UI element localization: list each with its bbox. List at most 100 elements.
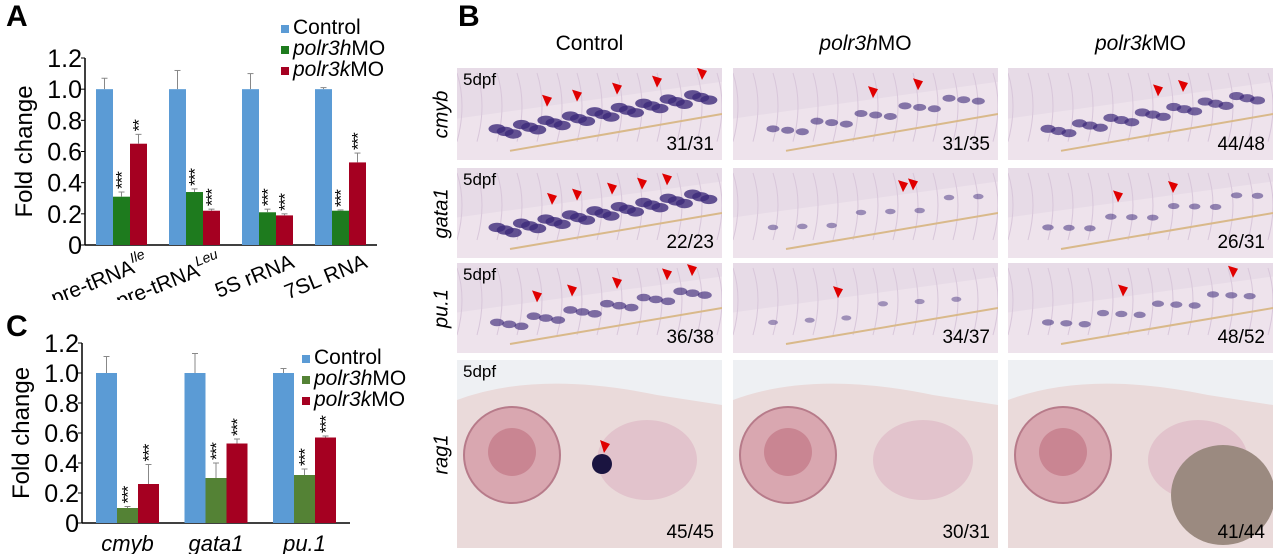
embryo-image <box>457 168 722 258</box>
red-arrowhead-icon <box>1168 180 1178 193</box>
legend-text: MO <box>371 388 405 411</box>
column-title-text: MO <box>1152 32 1187 55</box>
red-arrowhead-icon <box>542 94 552 107</box>
red-arrowhead-icon <box>662 268 672 281</box>
column-title-text: Control <box>555 32 624 55</box>
column-title: Control <box>457 32 722 56</box>
y-axis-label: Fold change <box>8 367 35 499</box>
red-arrowhead-icon <box>868 86 878 99</box>
y-tick-label: 1.2 <box>47 45 82 73</box>
significance-stars: *** <box>296 448 315 466</box>
legend-italic: polr3k <box>313 388 373 411</box>
significance-stars: *** <box>207 442 226 460</box>
significance-stars: *** <box>349 132 368 150</box>
x-tick-label: gata1 <box>188 531 243 554</box>
legend-swatch <box>302 376 310 384</box>
embryo-image <box>733 360 998 548</box>
y-tick-label: 1.0 <box>47 76 82 104</box>
significance-stars: *** <box>317 415 336 433</box>
legend-text: MO <box>351 37 385 60</box>
bar-polr3kMO <box>315 437 336 523</box>
significance-stars: *** <box>186 168 205 186</box>
legend-text: MO <box>350 58 384 81</box>
red-arrowhead-icon <box>572 188 582 201</box>
x-tick-label-sup: Ile <box>127 246 147 266</box>
legend-italic: polr3h <box>292 37 351 60</box>
in-situ-image: 48/52 <box>1008 263 1273 353</box>
bar-Control <box>242 89 259 246</box>
y-tick-label: 0.6 <box>47 139 82 167</box>
x-tick-label-sup: Leu <box>192 246 220 270</box>
in-situ-image: 34/37 <box>733 263 998 353</box>
embryo-count: 34/37 <box>942 327 990 348</box>
significance-stars: *** <box>228 418 247 436</box>
y-tick-label: 1.0 <box>44 360 79 388</box>
y-tick-label: 0.8 <box>47 107 82 135</box>
row-label-gata1: gata1 <box>430 188 453 239</box>
legend-italic: polr3h <box>313 367 372 390</box>
embryo-image <box>733 168 998 258</box>
bar-polr3kMO <box>349 162 366 245</box>
legend-swatch <box>281 25 289 33</box>
in-situ-image: 30/31 <box>733 360 998 548</box>
legend-entry: Control <box>314 346 382 369</box>
red-arrowhead-icon <box>637 177 647 190</box>
legend-italic: polr3k <box>292 58 352 81</box>
embryo-image <box>733 263 998 353</box>
red-arrowhead-icon <box>1118 284 1128 297</box>
bar-polr3kMO <box>203 210 220 245</box>
in-situ-image: 5dpf 36/38 <box>457 263 722 353</box>
embryo-image <box>1008 168 1273 258</box>
embryo-count: 22/23 <box>666 232 714 253</box>
embryo-image <box>1008 263 1273 353</box>
embryo-image <box>733 68 998 160</box>
y-tick-label: 0 <box>68 232 82 260</box>
significance-stars: *** <box>113 171 132 189</box>
x-tick-label: cmyb <box>101 531 154 554</box>
bar-polr3hMO <box>186 192 203 245</box>
bar-polr3hMO <box>205 478 227 523</box>
row-label-cmyb: cmyb <box>430 90 453 139</box>
embryo-count: 36/38 <box>666 327 714 348</box>
red-arrowhead-icon <box>898 180 908 193</box>
red-arrowhead-icon <box>913 78 923 91</box>
embryo-image <box>457 360 722 548</box>
red-arrowhead-icon <box>687 264 697 277</box>
row-label-pu.1: pu.1 <box>430 289 453 328</box>
y-tick-label: 0.2 <box>44 480 79 508</box>
column-title: polr3hMO <box>733 32 998 56</box>
significance-stars: ** <box>130 119 149 132</box>
bar-Control <box>184 373 206 523</box>
column-title-italic: polr3k <box>1094 32 1153 55</box>
legend-text: Control <box>314 346 382 369</box>
bar-polr3kMO <box>226 443 248 523</box>
bar-polr3hMO <box>332 210 349 245</box>
y-tick-label: 0 <box>65 510 79 538</box>
column-title: polr3kMO <box>1008 32 1273 56</box>
stage-label: 5dpf <box>463 265 497 284</box>
embryo-count: 31/35 <box>942 134 990 155</box>
column-title-italic: polr3h <box>819 32 878 55</box>
x-tick-label: pu.1 <box>282 531 326 554</box>
y-tick-label: 0.4 <box>47 170 82 198</box>
significance-stars: *** <box>259 188 278 206</box>
embryo-count: 48/52 <box>1217 327 1265 348</box>
embryo-image <box>457 68 722 160</box>
embryo-count: 41/44 <box>1217 522 1265 543</box>
bar-polr3hMO <box>117 508 138 523</box>
legend-entry: polr3hMO <box>313 367 406 390</box>
bar-polr3hMO <box>113 196 130 245</box>
significance-stars: *** <box>203 188 222 206</box>
in-situ-image: 41/44 <box>1008 360 1273 548</box>
in-situ-image: 26/31 <box>1008 168 1273 258</box>
significance-stars: *** <box>119 485 138 503</box>
panel-label-b: B <box>458 0 480 33</box>
embryo-count: 45/45 <box>666 522 714 543</box>
in-situ-image: 5dpf 31/31 <box>457 68 722 160</box>
red-arrowhead-icon <box>612 276 622 289</box>
significance-stars: *** <box>140 443 159 461</box>
embryo-count: 31/31 <box>666 134 714 155</box>
